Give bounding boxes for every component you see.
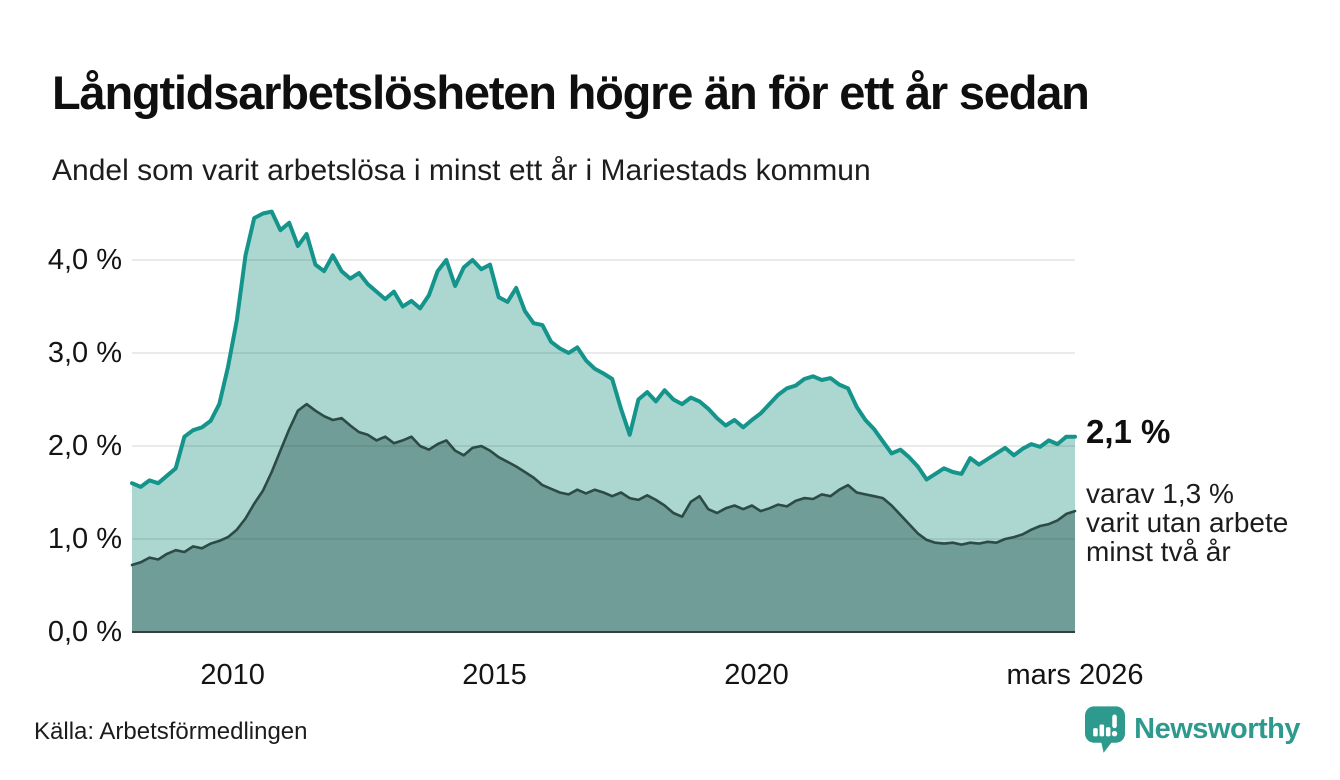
secondary-annotation-line: varav 1,3 % — [1086, 478, 1234, 509]
secondary-annotation-line: minst två år — [1086, 536, 1231, 567]
y-tick-label: 0,0 % — [47, 616, 122, 648]
latest-value-label: 2,1 % — [1086, 413, 1171, 450]
y-tick-label: 2,0 % — [47, 430, 122, 462]
y-tick-label: 1,0 % — [47, 523, 122, 555]
x-tick-label: 2015 — [462, 659, 527, 691]
x-tick-label: 2010 — [200, 659, 265, 691]
y-tick-label: 3,0 % — [47, 337, 122, 369]
chart-title: Långtidsarbetslösheten högre än för ett … — [52, 66, 1090, 120]
x-tick-label: 2020 — [724, 659, 789, 691]
newsworthy-icon — [1085, 706, 1126, 753]
newsworthy-logo: Newsworthy — [1085, 706, 1300, 754]
line-two-years — [130, 402, 1077, 567]
secondary-annotation-line: varit utan arbete — [1086, 507, 1289, 538]
area-fill-two-years — [132, 404, 1075, 632]
secondary-value-annotation: varav 1,3 % varit utan arbete minst två … — [1086, 479, 1288, 566]
source-label: Källa: Arbetsförmedlingen — [34, 718, 308, 745]
newsworthy-wordmark: Newsworthy — [1134, 713, 1300, 745]
line-one-year — [130, 209, 1077, 489]
x-tick-label: mars 2026 — [1006, 659, 1144, 691]
chart-subtitle: Andel som varit arbetslösa i minst ett å… — [52, 154, 871, 187]
y-tick-label: 4,0 % — [47, 244, 122, 276]
